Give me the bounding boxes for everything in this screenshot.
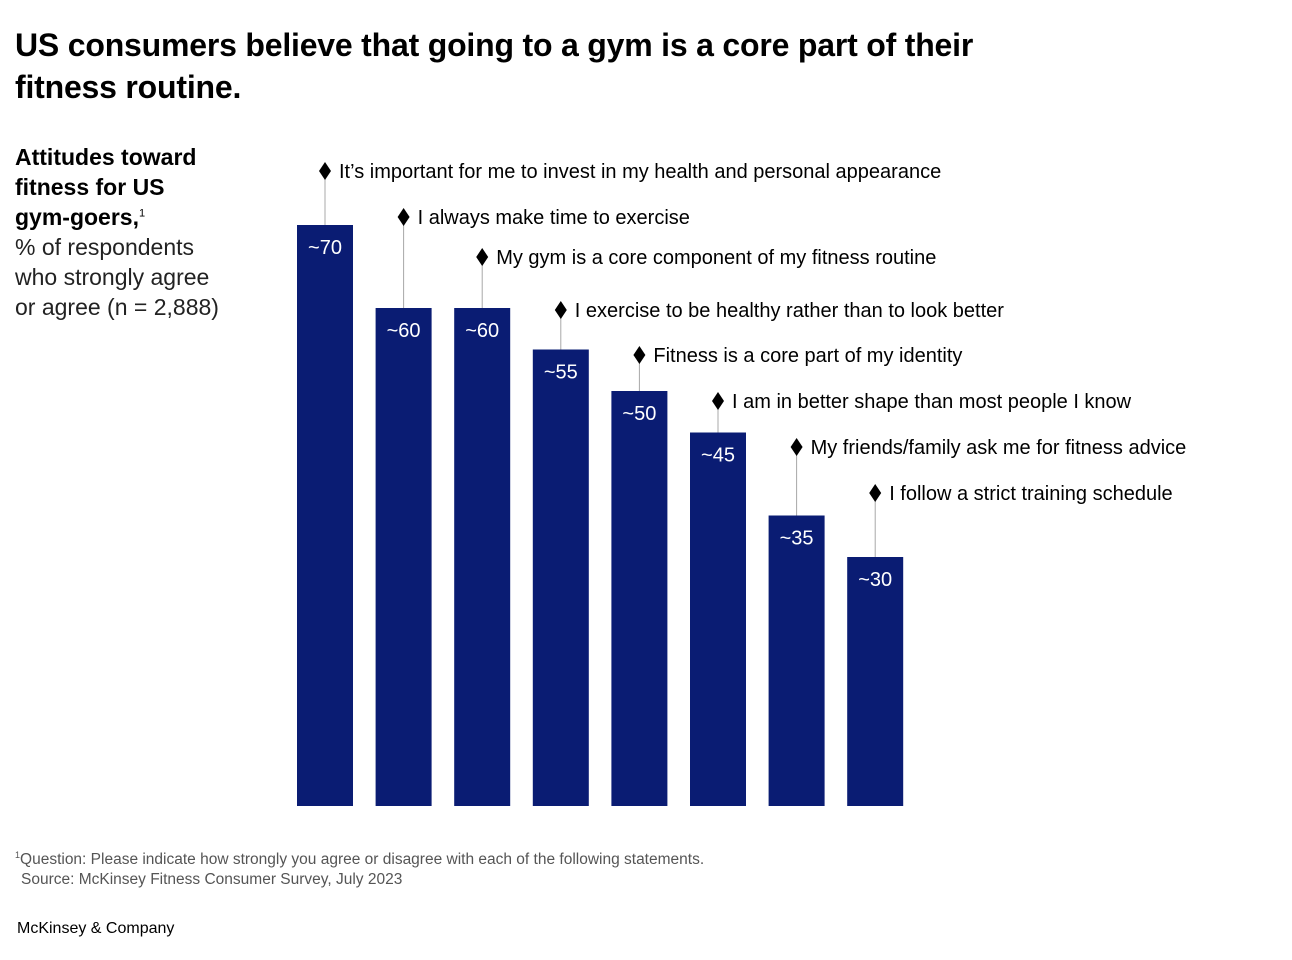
bar-2 <box>375 308 432 806</box>
category-label-3: My gym is a core component of my fitness… <box>496 247 936 269</box>
bar-value-label-1: ~70 <box>308 237 342 259</box>
bar-value-label-2: ~60 <box>387 320 421 342</box>
diamond-marker-8 <box>869 484 882 502</box>
bar-4 <box>532 349 589 806</box>
bar-6 <box>690 432 746 806</box>
chart-subtitle: Attitudes toward fitness for US gym-goer… <box>15 142 275 322</box>
diamond-marker-7 <box>790 438 803 456</box>
bar-5 <box>611 391 668 806</box>
category-label-2: I always make time to exercise <box>418 207 690 229</box>
footnote-question-text: Question: Please indicate how strongly y… <box>20 851 705 868</box>
diamond-marker-6 <box>712 392 724 410</box>
brand-logo-text: McKinsey & Company <box>17 920 175 937</box>
bar-1 <box>297 225 353 806</box>
bar-3 <box>454 308 511 806</box>
diamond-marker-2 <box>397 208 410 226</box>
subtitle-light-line-2: who strongly agree <box>15 264 210 290</box>
subtitle-bold-line-1: Attitudes toward <box>15 144 197 170</box>
diamond-marker-3 <box>476 248 489 266</box>
bar-8 <box>847 557 904 806</box>
bar-7 <box>768 515 825 806</box>
subtitle-light-line-1: % of respondents <box>15 234 195 260</box>
footnote: 1Question: Please indicate how strongly … <box>15 850 704 890</box>
category-label-7: My friends/family ask me for fitness adv… <box>811 437 1187 459</box>
category-label-6: I am in better shape than most people I … <box>732 391 1132 413</box>
bar-value-label-4: ~55 <box>544 362 578 384</box>
chart-title-line-1: US consumers believe that going to a gym… <box>15 27 974 63</box>
chart-title: US consumers believe that going to a gym… <box>15 24 1115 108</box>
footnote-source: Source: McKinsey Fitness Consumer Survey… <box>21 871 403 888</box>
subtitle-bold-line-3-text: gym-goers, <box>15 204 139 230</box>
subtitle-bold-line-2: fitness for US <box>15 174 165 200</box>
chart-title-line-2: fitness routine. <box>15 69 242 105</box>
bar-value-label-7: ~35 <box>780 528 814 550</box>
subtitle-footnote-marker: 1 <box>138 207 146 220</box>
subtitle-bold-line-3: gym-goers,1 <box>15 202 275 232</box>
diamond-marker-4 <box>554 301 567 319</box>
diamond-marker-1 <box>319 162 331 180</box>
category-label-4: I exercise to be healthy rather than to … <box>575 300 1004 322</box>
category-label-8: I follow a strict training schedule <box>889 483 1172 505</box>
category-label-5: Fitness is a core part of my identity <box>653 345 962 367</box>
bar-value-label-5: ~50 <box>622 403 656 425</box>
bar-value-label-3: ~60 <box>465 320 499 342</box>
bar-value-label-6: ~45 <box>701 445 735 467</box>
footnote-marker: 1 <box>15 849 21 860</box>
footnote-question: 1Question: Please indicate how strongly … <box>15 850 704 870</box>
category-label-1: It’s important for me to invest in my he… <box>339 161 941 183</box>
subtitle-light-line-3: or agree (n = 2,888) <box>15 294 219 320</box>
diamond-marker-5 <box>633 346 646 364</box>
bar-value-label-8: ~30 <box>858 569 892 591</box>
